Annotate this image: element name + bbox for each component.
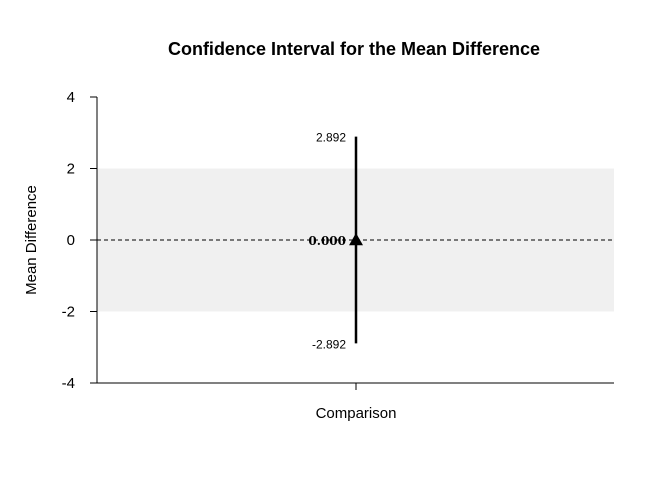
lower-bound-label: -2.892: [312, 337, 346, 351]
y-tick-label: 4: [67, 89, 75, 106]
chart-title: Confidence Interval for the Mean Differe…: [168, 39, 540, 59]
x-tick-label: Comparison: [316, 405, 397, 422]
y-tick-label: -2: [62, 304, 75, 321]
y-tick-label: -4: [62, 375, 75, 392]
y-axis-ticks: -4 -2 0 2 4: [62, 89, 97, 392]
y-tick-label: 2: [67, 161, 75, 178]
x-axis-ticks: Comparison: [316, 383, 397, 422]
upper-bound-label: 2.892: [316, 131, 346, 145]
y-axis-label: Mean Difference: [23, 185, 40, 295]
y-tick-label: 0: [67, 232, 75, 249]
estimate-label: 0.000: [308, 234, 346, 248]
estimate-triangle-marker: [349, 233, 363, 246]
